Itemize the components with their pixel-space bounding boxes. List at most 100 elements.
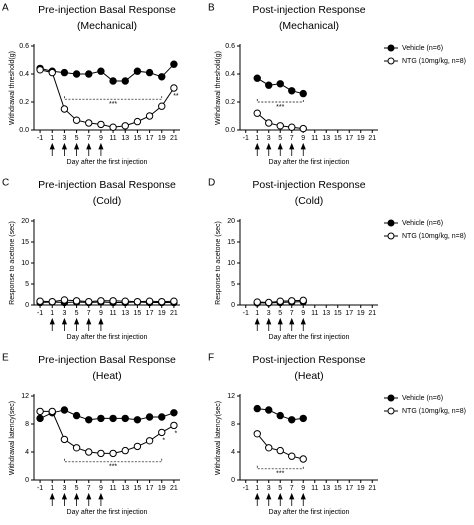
y-axis-label: Withdrawal latency(sec) bbox=[215, 401, 222, 475]
data-point bbox=[265, 81, 273, 89]
data-point bbox=[133, 67, 142, 75]
data-point bbox=[299, 296, 307, 305]
injection-arrow bbox=[254, 317, 260, 331]
x-tick-label: 17 bbox=[345, 135, 353, 142]
data-point bbox=[265, 444, 273, 452]
x-tick-label: 3 bbox=[267, 135, 271, 142]
data-point bbox=[145, 68, 154, 77]
x-tick-label: 19 bbox=[158, 485, 166, 492]
y-tick-label: 10 bbox=[21, 260, 29, 267]
injection-arrow bbox=[300, 317, 306, 331]
legend-label: Vehicle (n=6) bbox=[402, 220, 443, 227]
series-line bbox=[256, 433, 304, 460]
x-tick-label: 19 bbox=[357, 135, 365, 142]
data-point bbox=[97, 449, 105, 458]
data-point bbox=[170, 409, 178, 417]
chart-subtitle: (Heat) bbox=[92, 370, 121, 382]
data-point bbox=[253, 430, 261, 438]
y-tick-label: 4 bbox=[231, 449, 235, 456]
chart-subtitle: (Mechanical) bbox=[279, 20, 339, 32]
panel-letter: A bbox=[2, 3, 9, 14]
data-point bbox=[276, 411, 284, 420]
x-tick-label: 21 bbox=[170, 310, 178, 317]
data-point bbox=[253, 298, 261, 306]
data-point bbox=[170, 84, 178, 92]
significance-label: *** bbox=[276, 471, 284, 478]
injection-arrow bbox=[289, 492, 295, 506]
y-tick-label: 5 bbox=[25, 281, 29, 288]
data-point bbox=[288, 297, 296, 305]
x-tick-label: 15 bbox=[334, 310, 342, 317]
data-point bbox=[85, 119, 93, 127]
x-tick-label: -1 bbox=[37, 485, 43, 492]
x-tick-label: 3 bbox=[62, 135, 66, 142]
x-tick-label: 5 bbox=[75, 485, 79, 492]
data-point bbox=[288, 416, 296, 424]
legend-marker bbox=[387, 407, 395, 415]
data-point bbox=[121, 77, 129, 85]
data-point bbox=[276, 122, 284, 130]
y-tick-label: 0.4 bbox=[19, 71, 29, 78]
x-tick-label: 15 bbox=[134, 310, 142, 317]
data-point bbox=[133, 416, 142, 424]
data-point bbox=[121, 297, 129, 305]
data-point bbox=[97, 67, 105, 75]
x-axis-label: Day after the first injection bbox=[67, 159, 148, 166]
data-point bbox=[36, 66, 44, 74]
legend-label: NTG (10mg/kg, n=8) bbox=[402, 408, 466, 415]
x-tick-label: 19 bbox=[357, 310, 365, 317]
x-tick-label: 9 bbox=[301, 485, 305, 492]
y-tick-label: 0.6 bbox=[225, 43, 235, 50]
injection-arrow bbox=[49, 317, 55, 331]
data-point bbox=[109, 77, 117, 85]
injection-arrow bbox=[98, 492, 104, 506]
y-tick-label: 0 bbox=[25, 302, 29, 309]
injection-arrow bbox=[266, 492, 272, 506]
x-tick-label: 19 bbox=[158, 310, 166, 317]
significance-bracket bbox=[256, 465, 304, 470]
x-tick-label: 17 bbox=[345, 485, 353, 492]
injection-arrow bbox=[86, 142, 92, 156]
x-axis-label: Day after the first injection bbox=[269, 159, 350, 166]
data-point bbox=[48, 407, 56, 416]
data-point bbox=[276, 446, 284, 455]
x-tick-label: 17 bbox=[345, 310, 353, 317]
y-tick-label: 0.0 bbox=[225, 127, 235, 134]
x-axis-label: Day after the first injection bbox=[269, 509, 350, 516]
injection-arrow bbox=[61, 142, 68, 156]
legend-marker bbox=[387, 57, 395, 65]
x-axis-label: Day after the first injection bbox=[269, 334, 350, 341]
x-tick-label: 15 bbox=[134, 135, 142, 142]
data-point bbox=[48, 68, 56, 77]
x-tick-label: 7 bbox=[290, 135, 294, 142]
chart-title: Pre-injection Basal Response bbox=[38, 179, 176, 191]
y-tick-label: 4 bbox=[25, 449, 29, 456]
y-tick-label: 0.6 bbox=[19, 43, 29, 50]
x-tick-label: 15 bbox=[334, 485, 342, 492]
data-point bbox=[133, 117, 142, 126]
y-tick-label: 0 bbox=[231, 477, 235, 484]
x-tick-label: 3 bbox=[267, 310, 271, 317]
panel-letter: F bbox=[208, 353, 214, 364]
data-point bbox=[299, 124, 307, 133]
x-tick-label: 9 bbox=[99, 485, 103, 492]
y-tick-label: 15 bbox=[227, 239, 235, 246]
x-tick-label: 17 bbox=[146, 310, 154, 317]
data-point bbox=[60, 296, 69, 304]
chart-subtitle: (Mechanical) bbox=[77, 20, 137, 32]
data-point bbox=[158, 428, 166, 437]
data-point bbox=[299, 455, 307, 463]
x-tick-label: 1 bbox=[255, 135, 259, 142]
data-point bbox=[170, 60, 178, 68]
x-tick-label: 1 bbox=[255, 310, 259, 317]
injection-arrow bbox=[98, 317, 104, 331]
y-tick-label: 8 bbox=[231, 421, 235, 428]
data-point bbox=[109, 297, 117, 305]
injection-arrow bbox=[73, 492, 80, 506]
data-point bbox=[85, 297, 93, 306]
injection-arrow bbox=[73, 317, 80, 331]
y-tick-label: 0 bbox=[231, 302, 235, 309]
x-tick-label: 11 bbox=[311, 310, 318, 317]
legend-label: Vehicle (n=6) bbox=[402, 45, 443, 52]
significance-bracket bbox=[256, 99, 304, 103]
